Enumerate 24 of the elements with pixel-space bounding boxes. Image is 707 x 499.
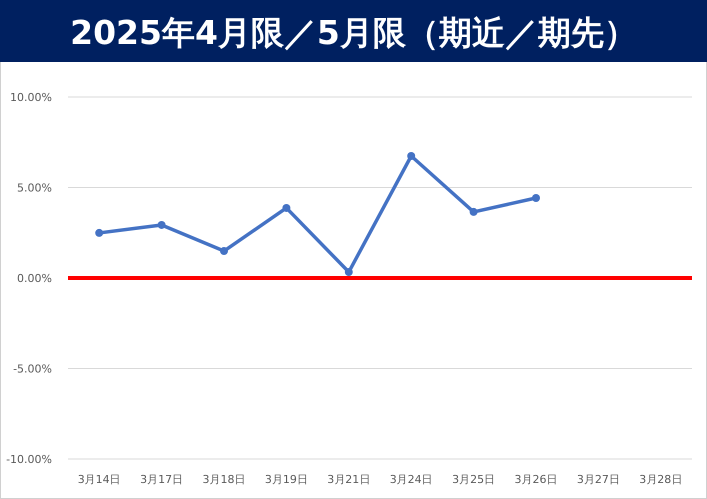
point [470, 208, 478, 216]
x-tick-label: 3月27日 [576, 473, 620, 486]
y-tick-label: 10.00% [10, 91, 52, 104]
point [532, 194, 540, 202]
x-tick-label: 3月19日 [264, 473, 308, 486]
point [95, 228, 104, 237]
x-tick-label: 3月25日 [452, 473, 496, 486]
x-tick-label: 3月21日 [327, 473, 370, 486]
x-tick-label: 3月26日 [514, 473, 558, 486]
x-tick-label: 3月17日 [140, 473, 184, 486]
point [220, 247, 228, 256]
point [407, 152, 416, 160]
y-tick-label: 0.00% [17, 272, 52, 285]
x-tick-label: 3月14日 [78, 473, 121, 486]
y-tick-label: 5.00% [17, 182, 52, 194]
x-tick-label: 3月28日 [639, 473, 682, 486]
point [344, 268, 353, 276]
point [158, 220, 166, 229]
y-tick-label: -5.00% [13, 362, 52, 376]
x-tick-label: 3月24日 [390, 473, 433, 486]
y-tick-label: -10.00% [6, 453, 52, 466]
x-tick-label: 3月18日 [202, 473, 246, 486]
chart-title: 2025年4月限／5月限（期近／期先） [70, 13, 637, 52]
point [282, 204, 290, 212]
